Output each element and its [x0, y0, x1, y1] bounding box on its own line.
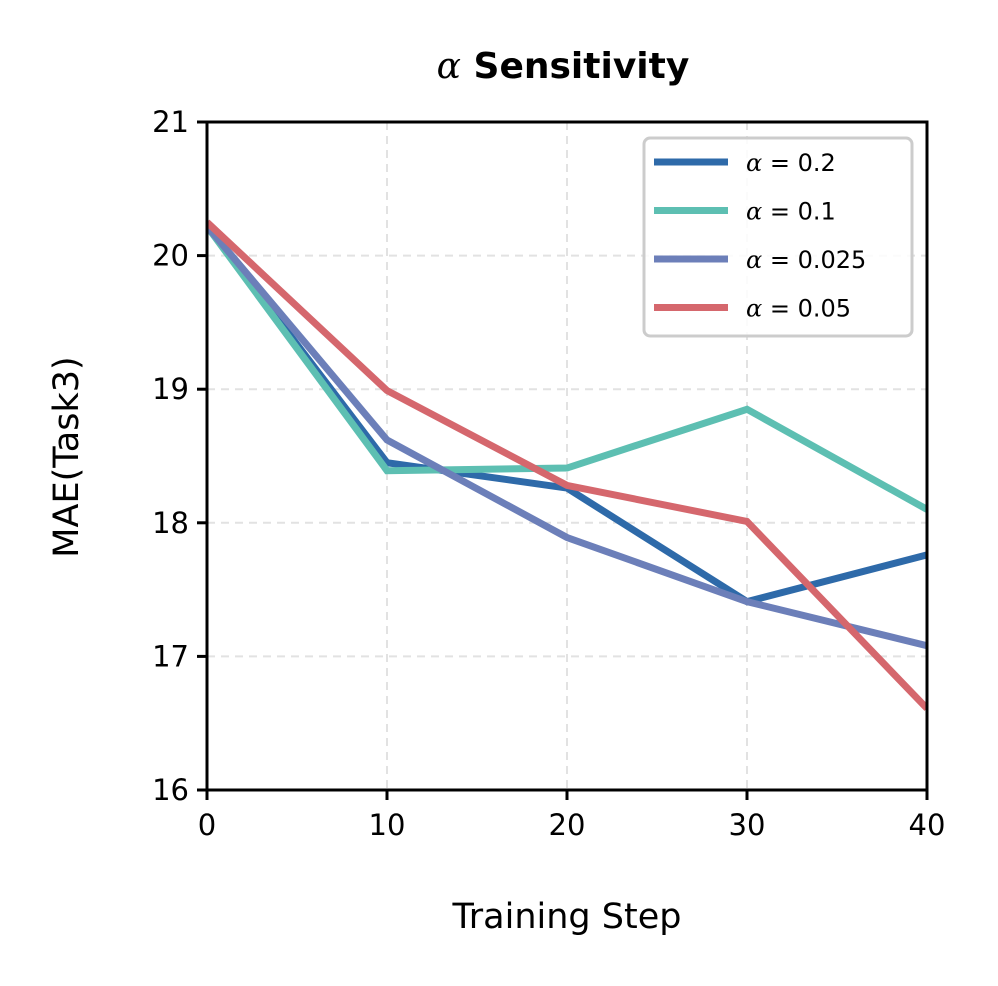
series-lines: [207, 219, 927, 711]
y-tick-label: 20: [152, 239, 189, 273]
y-tick-label: 16: [152, 773, 189, 807]
series-line-1: [207, 224, 927, 513]
legend-box: [642, 136, 914, 338]
series-line-3: [207, 219, 927, 711]
legend-label: α = 0.05: [746, 295, 851, 323]
axis-ticks: 0 10 20 30 40 16 17 18 19 20 21: [152, 105, 945, 842]
x-tick-label: 40: [909, 808, 946, 842]
x-tick-label: 30: [729, 808, 766, 842]
x-tick-label: 10: [369, 808, 406, 842]
y-tick-label: 19: [152, 372, 189, 406]
series-line-2: [207, 223, 927, 650]
y-axis-label: MAE(Task3): [47, 356, 87, 557]
x-tick-label: 20: [549, 808, 586, 842]
x-tick-label: 0: [198, 808, 216, 842]
legend-label: α = 0.1: [746, 198, 836, 226]
y-tick-label: 17: [152, 639, 189, 673]
y-tick-label: 21: [152, 105, 189, 139]
legend: α = 0.2 α = 0.1 α = 0.025 α = 0.05: [642, 136, 914, 338]
legend-label: α = 0.2: [746, 149, 836, 177]
x-axis-label: Training Step: [452, 897, 682, 937]
chart-title: α Sensitivity: [437, 46, 690, 87]
legend-label: α = 0.025: [746, 246, 866, 274]
y-tick-label: 18: [152, 506, 189, 540]
